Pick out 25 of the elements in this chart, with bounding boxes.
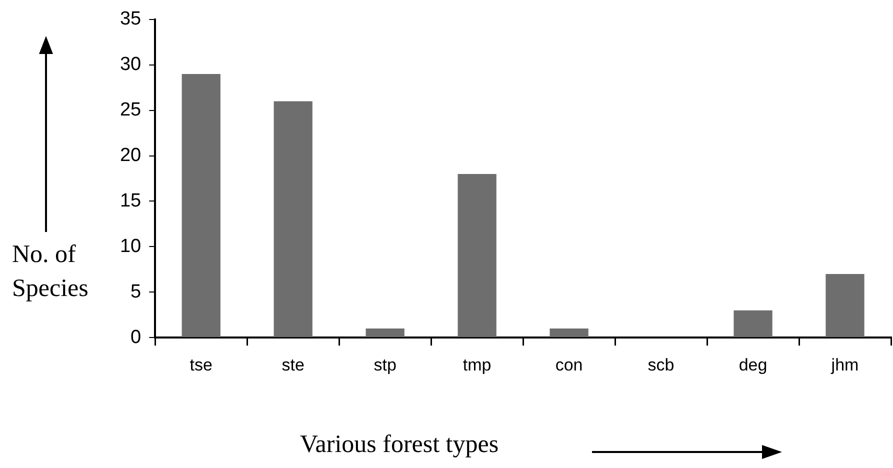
y-tick-label: 0 — [130, 326, 142, 348]
bar — [734, 310, 772, 338]
x-tick-label: stp — [374, 355, 396, 374]
y-axis-title: No. of Species — [12, 240, 90, 304]
y-tick-label: 10 — [120, 236, 142, 257]
bar — [274, 101, 312, 338]
x-tick-label: deg — [738, 355, 768, 374]
bar — [366, 328, 404, 338]
x-tick-label: jhm — [830, 355, 859, 374]
x-tick-label: scb — [648, 355, 674, 374]
y-tick-label: 15 — [120, 190, 142, 212]
x-tick-label: con — [555, 355, 583, 374]
x-axis-title: Various forest types — [300, 430, 499, 460]
y-tick-label: 35 — [120, 8, 142, 30]
y-tick-label: 5 — [130, 281, 142, 302]
x-tick-label: ste — [282, 355, 304, 374]
y-tick-label: 30 — [120, 54, 142, 76]
y-tick-label: 20 — [120, 145, 142, 166]
y-tick-label: 25 — [120, 100, 142, 121]
x-tick-label: tmp — [462, 355, 492, 374]
bar — [182, 74, 220, 338]
x-tick-label: tse — [190, 355, 212, 374]
bar — [458, 174, 496, 338]
bar — [826, 274, 864, 338]
bar — [550, 328, 588, 338]
